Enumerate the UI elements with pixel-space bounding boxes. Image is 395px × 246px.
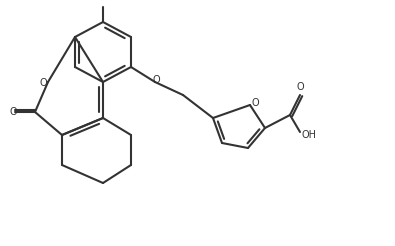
Text: O: O (39, 78, 47, 88)
Text: OH: OH (302, 130, 317, 140)
Text: O: O (252, 98, 260, 108)
Text: O: O (296, 82, 304, 92)
Text: O: O (152, 75, 160, 85)
Text: O: O (9, 107, 17, 117)
